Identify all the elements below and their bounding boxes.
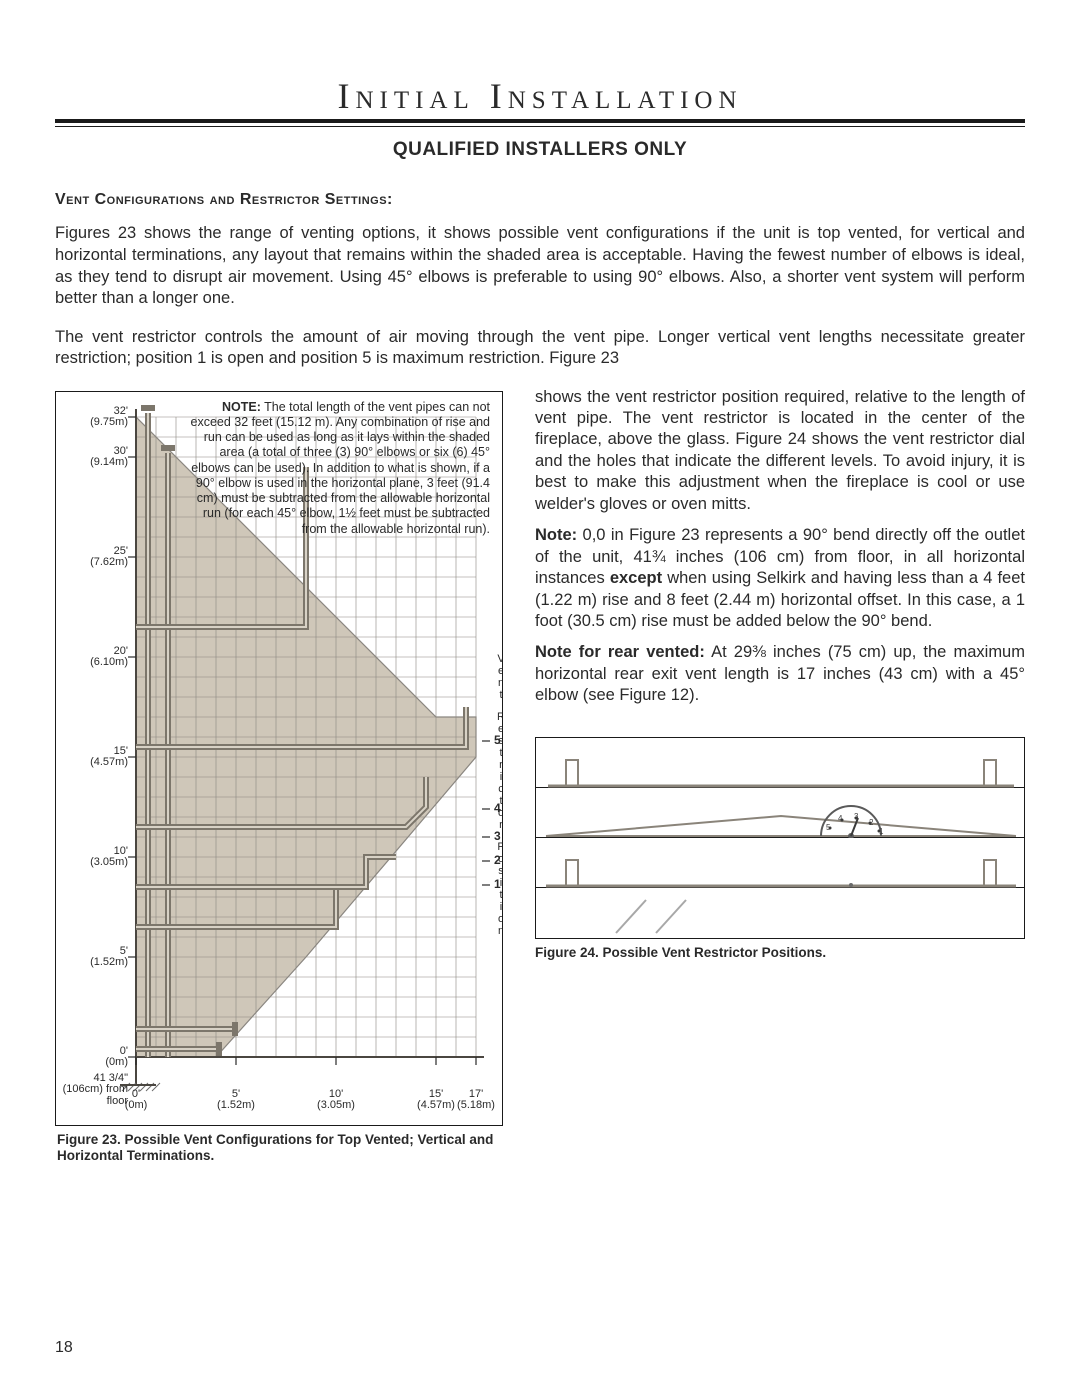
figure-23-column: NOTE: The total length of the vent pipes… xyxy=(55,387,503,1166)
svg-text:4: 4 xyxy=(838,814,843,823)
figure-24: 5 4 3 2 1 xyxy=(535,737,1025,939)
page-number: 18 xyxy=(55,1339,73,1357)
figure-24-row-4 xyxy=(536,888,1024,938)
fig24-row3-svg xyxy=(536,838,1026,888)
figure-23-caption: Figure 23. Possible Vent Configurations … xyxy=(55,1132,503,1166)
right-para-1: shows the vent restrictor position requi… xyxy=(535,387,1025,516)
paragraph-1: Figures 23 shows the range of venting op… xyxy=(55,223,1025,310)
right-note-1: Note: 0,0 in Figure 23 represents a 90° … xyxy=(535,525,1025,632)
figure-23-note: NOTE: The total length of the vent pipes… xyxy=(180,400,490,537)
figure-24-row-2: 5 4 3 2 1 xyxy=(536,788,1024,838)
fig24-row2-svg: 5 4 3 2 1 xyxy=(536,788,1026,838)
right-column: shows the vent restrictor position requi… xyxy=(535,387,1025,962)
page-title: Initial Installation xyxy=(55,75,1025,117)
fig24-row4-svg xyxy=(536,888,1026,938)
figure-24-caption: Figure 24. Possible Vent Restrictor Posi… xyxy=(535,945,1025,962)
figure-24-row-3 xyxy=(536,838,1024,888)
fig24-row1-svg xyxy=(536,738,1026,788)
figure-24-row-1 xyxy=(536,738,1024,788)
rule-thick xyxy=(55,119,1025,123)
two-column-region: NOTE: The total length of the vent pipes… xyxy=(55,387,1025,1166)
figure-23: NOTE: The total length of the vent pipes… xyxy=(55,391,503,1126)
right-text-block: shows the vent restrictor position requi… xyxy=(535,387,1025,707)
right-note-2: Note for rear vented: At 29⅜ inches (75 … xyxy=(535,642,1025,706)
subtitle: QUALIFIED INSTALLERS ONLY xyxy=(55,139,1025,161)
section-heading: Vent Configurations and Restrictor Setti… xyxy=(55,191,1025,209)
paragraph-2: The vent restrictor controls the amount … xyxy=(55,327,1025,371)
rule-thin xyxy=(55,126,1025,127)
